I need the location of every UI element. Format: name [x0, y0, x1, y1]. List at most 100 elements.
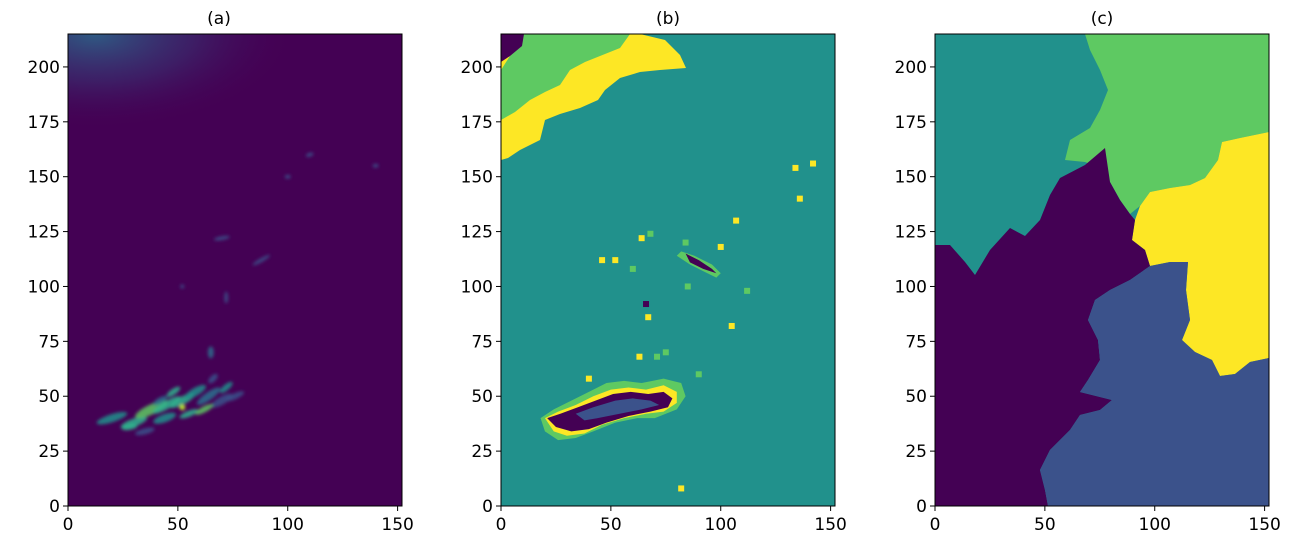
- panel-c-ytick-label: 0: [916, 497, 927, 517]
- panel-a: (a) 0 50 100 150 0 25 50 75 100 125 150 175 200: [28, 9, 414, 535]
- panel-b-xtick-label: 0: [496, 515, 507, 535]
- panel-a-streak: [195, 404, 214, 415]
- panel-b-speck: [733, 217, 740, 224]
- panel-b-speck: [647, 230, 654, 237]
- panel-c-region-blue: [1040, 262, 1269, 506]
- panel-c-ytick-label: 175: [895, 113, 927, 133]
- panel-b-speck: [810, 160, 817, 167]
- panel-a-streak: [153, 412, 177, 424]
- panel-b-region-purple-corner: [501, 34, 524, 62]
- panel-b-streak-core: [685, 253, 717, 274]
- panel-b-speck: [654, 353, 661, 360]
- panel-c-frame: [934, 33, 1270, 507]
- panel-a-peak: [179, 404, 186, 411]
- panel-a-ytick-label: 25: [38, 442, 60, 462]
- panel-b-speck: [796, 195, 803, 202]
- panel-c-xtick-label: 50: [1034, 515, 1056, 535]
- panel-b-ytick-label: 150: [461, 168, 493, 188]
- panel-b: (b) 0 50 100 150 0 25 50 75 100 125 150 175 200: [461, 9, 847, 535]
- panel-a-faint-feature: [207, 346, 214, 359]
- panel-a-xtick-label: 100: [272, 515, 304, 535]
- panel-b-speck: [645, 314, 652, 321]
- panel-b-ytick-label: 75: [471, 332, 493, 352]
- panel-c-region-purple: [935, 148, 1150, 506]
- panel-c: (c) 0 50 100 150 0 25 50 75 100 125 150 175 200: [895, 9, 1281, 535]
- panel-b-frame: [500, 33, 836, 507]
- panel-a-faint-feature: [252, 254, 271, 266]
- panel-c-title: (c): [1091, 9, 1114, 29]
- panel-b-xtick-label: 50: [600, 515, 622, 535]
- panel-b-ytick-label: 125: [461, 223, 493, 243]
- panel-a-streak: [96, 411, 128, 425]
- panel-a-streak: [211, 393, 233, 408]
- panel-a-streak: [179, 409, 199, 419]
- panel-a-streak: [166, 386, 181, 398]
- panel-a-marks: [96, 152, 379, 436]
- panel-b-speck: [792, 164, 799, 171]
- panel-a-streak: [152, 396, 181, 414]
- panel-b-speck: [678, 485, 685, 492]
- panel-c-xtick-label: 0: [930, 515, 941, 535]
- panel-b-speck: [643, 301, 650, 308]
- panel-a-streak: [196, 387, 221, 405]
- panel-a-ytick-label: 0: [49, 497, 60, 517]
- panel-a-ytick-label: 50: [38, 387, 60, 407]
- panel-a-ytick-label: 200: [28, 58, 60, 78]
- panel-b-region-green: [501, 34, 630, 120]
- panel-b-speck: [636, 353, 643, 360]
- panel-b-ytick-label: 200: [461, 58, 493, 78]
- panel-a-streak: [208, 373, 218, 384]
- panel-b-ytick-label: 175: [461, 113, 493, 133]
- panel-a-ytick-label: 100: [28, 277, 60, 297]
- panel-a-frame: [67, 33, 403, 507]
- panel-b-speck: [728, 322, 735, 329]
- panel-b-xtick-label: 150: [814, 515, 846, 535]
- panel-c-region-yellow: [1132, 132, 1269, 376]
- panel-b-speck: [684, 283, 691, 290]
- panel-b-cluster-inner: [575, 398, 660, 421]
- panel-c-ytick-label: 50: [905, 387, 927, 407]
- panel-b-title: (b): [656, 9, 680, 29]
- panel-a-streak: [225, 391, 245, 402]
- panel-a-ytick-label: 75: [38, 332, 60, 352]
- panel-a-streak: [153, 395, 168, 406]
- panel-a-glow: [68, 34, 402, 194]
- panel-b-ytick-label: 100: [461, 277, 493, 297]
- panel-c-ytick-label: 25: [905, 442, 927, 462]
- panel-a-axes: 0 50 100 150 0 25 50 75 100 125 150 175 200: [28, 58, 414, 535]
- panel-a-streak: [184, 384, 207, 399]
- panel-b-ytick-label: 0: [482, 497, 493, 517]
- panel-a-streak: [219, 381, 233, 394]
- panel-c-ytick-label: 200: [895, 58, 927, 78]
- panel-a-ytick-label: 150: [28, 168, 60, 188]
- panel-c-xtick-label: 100: [1139, 515, 1171, 535]
- panel-b-speck: [638, 235, 645, 242]
- panel-b-speck: [682, 239, 689, 246]
- panel-a-streak: [135, 427, 155, 436]
- panel-a-streak: [121, 423, 138, 431]
- panel-c-ytick-label: 75: [905, 332, 927, 352]
- panel-b-marks: [540, 160, 817, 492]
- panel-b-speck: [599, 257, 606, 264]
- panel-c-ytick-label: 100: [895, 277, 927, 297]
- panel-c-ytick-label: 125: [895, 223, 927, 243]
- panel-c-xtick-label: 150: [1248, 515, 1280, 535]
- panel-b-speck: [744, 287, 751, 294]
- panel-a-faint-feature: [224, 291, 229, 304]
- panel-a-faint-feature: [180, 284, 185, 289]
- panel-b-xtick-label: 100: [705, 515, 737, 535]
- panel-b-speck: [629, 265, 636, 272]
- panel-b-ytick-label: 25: [471, 442, 493, 462]
- panel-b-axes: 0 50 100 150 0 25 50 75 100 125 150 175 200: [461, 58, 847, 535]
- panel-a-xtick-label: 150: [381, 515, 413, 535]
- panel-a-title: (a): [207, 9, 231, 29]
- panel-a-faint-feature: [213, 235, 230, 241]
- panel-a-faint-feature: [305, 152, 314, 158]
- panel-a-xtick-label: 50: [167, 515, 189, 535]
- panel-a-ytick-label: 125: [28, 223, 60, 243]
- panel-a-xtick-label: 0: [63, 515, 74, 535]
- panel-a-faint-feature: [284, 174, 291, 179]
- panel-c-ytick-label: 150: [895, 168, 927, 188]
- panel-c-axes: 0 50 100 150 0 25 50 75 100 125 150 175 200: [895, 58, 1281, 535]
